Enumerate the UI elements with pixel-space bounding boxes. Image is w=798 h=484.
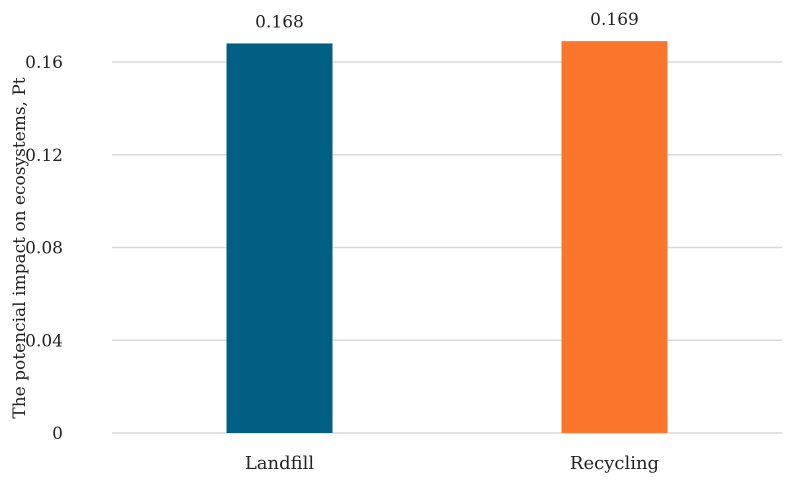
gridlines <box>112 61 782 434</box>
y-tick-label: 0.12 <box>25 146 63 166</box>
data-label-recycling: 0.169 <box>590 10 639 30</box>
y-axis-ticks: 0 0.04 0.08 0.12 0.16 <box>25 53 63 444</box>
bars <box>226 41 668 433</box>
y-axis-title: The potencial impact on ecosystems, Pt <box>10 77 30 418</box>
data-labels: 0.168 0.169 <box>255 10 639 32</box>
bar-landfill <box>226 43 333 433</box>
data-label-landfill: 0.168 <box>255 12 304 32</box>
y-tick-label: 0.08 <box>25 239 63 259</box>
y-tick-label: 0.04 <box>25 331 63 351</box>
y-tick-label: 0.16 <box>25 53 63 73</box>
y-tick-label: 0 <box>52 424 63 444</box>
bar-recycling <box>561 41 668 433</box>
category-label-recycling: Recycling <box>570 453 659 474</box>
x-axis-categories: Landfill Recycling <box>245 453 659 474</box>
category-label-landfill: Landfill <box>245 453 315 474</box>
